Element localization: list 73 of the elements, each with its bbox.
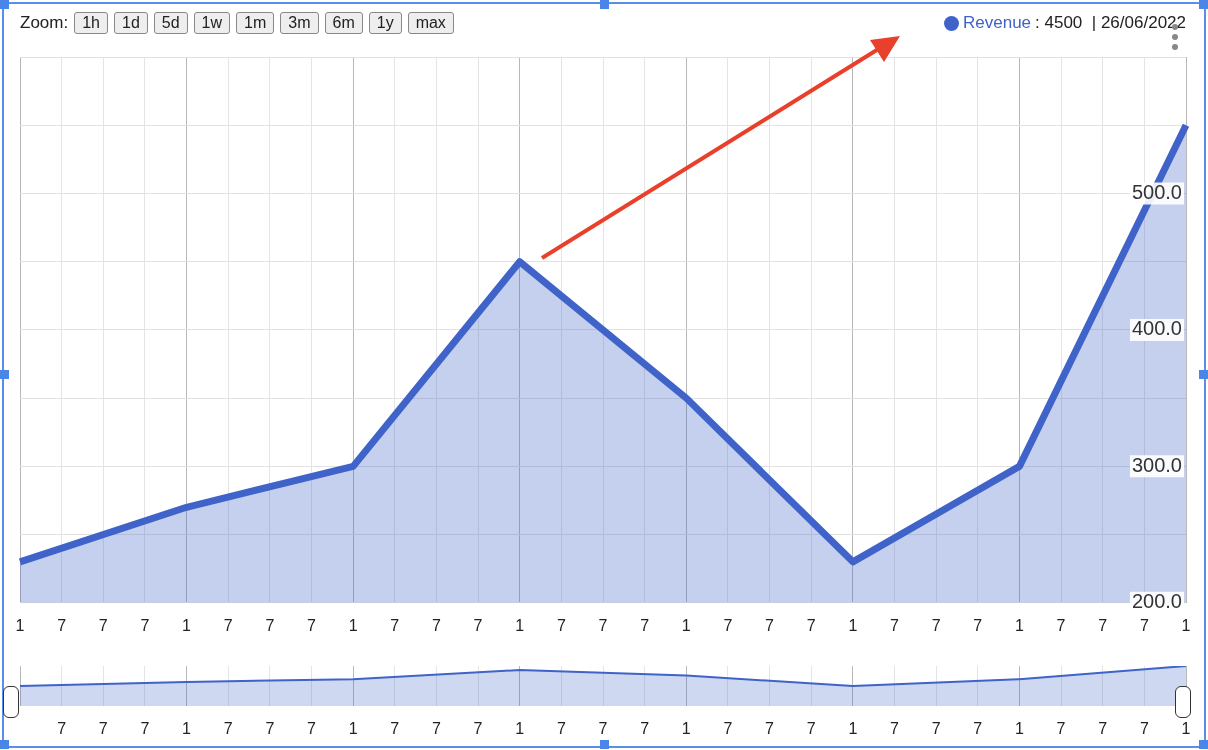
x-tick-label: 7 [307,616,317,634]
text: 1y [368,12,402,34]
x-tick-label: 7 [307,720,317,738]
x-tick-label: 7 [265,616,275,634]
legend-label: Revenue [963,13,1032,33]
x-tick-label: 7 [806,616,816,634]
x-tick-label: 1 [1181,720,1191,738]
text: 1h [74,12,108,34]
x-tick-label: 1 [848,616,858,634]
x-tick-label: 7 [931,720,941,738]
x-tick-label: 7 [890,720,900,738]
x-tick-label: 1 [1181,616,1191,634]
x-tick-label: 7 [598,616,608,634]
x-tick-label: 1 [515,616,525,634]
x-tick-label: 1 [348,720,358,738]
text: max [407,12,454,34]
x-tick-label: 7 [431,616,441,634]
x-tick-label: 7 [265,720,275,738]
x-tick-label: 1 [848,720,858,738]
x-tick-label: 7 [556,616,566,634]
text: Zoom: [20,13,69,33]
x-tick-label: 1 [348,616,358,634]
x-tick-label: 7 [57,616,67,634]
x-tick-label: 1 [1014,616,1024,634]
x-tick-label: 7 [431,720,441,738]
x-tick-label: 7 [931,616,941,634]
x-tick-label: 7 [640,720,650,738]
x-tick-label: 7 [890,616,900,634]
text: 3m [280,12,319,34]
x-tick-label: 7 [1056,616,1066,634]
x-tick-label: 7 [723,720,733,738]
x-tick-label: 1 [1014,720,1024,738]
x-tick-label: 7 [140,616,150,634]
y-tick-label: 300.0 [1131,453,1182,476]
x-tick-label: 1 [15,616,25,634]
text: 1w [193,12,231,34]
y-tick-label: 200.0 [1131,590,1182,613]
x-tick-label: 7 [1139,616,1149,634]
x-tick-label: 7 [973,616,983,634]
text: 1m [236,12,275,34]
x-tick-label: 7 [1139,720,1149,738]
x-tick-label: 7 [98,616,108,634]
text: 5d [153,12,188,34]
x-tick-label: 7 [1098,616,1108,634]
x-tick-label: 1 [182,720,192,738]
x-tick-label: 1 [182,616,192,634]
x-tick-label: 7 [390,616,400,634]
x-tick-label: 7 [806,720,816,738]
x-tick-label: 7 [973,720,983,738]
x-tick-label: 7 [473,720,483,738]
x-tick-label: 7 [98,720,108,738]
x-tick-label: 7 [390,720,400,738]
y-tick-label: 400.0 [1131,317,1182,340]
x-tick-label: 7 [556,720,566,738]
x-tick-label: 7 [765,720,775,738]
x-tick-label: 1 [515,720,525,738]
text: 6m [324,12,363,34]
x-tick-label: 7 [1098,720,1108,738]
x-tick-label: 7 [723,616,733,634]
x-tick-label: 7 [598,720,608,738]
x-tick-label: 7 [765,616,775,634]
y-tick-label: 500.0 [1131,180,1182,203]
x-tick-label: 7 [223,720,233,738]
x-tick-label: 7 [473,616,483,634]
x-tick-label: 7 [57,720,67,738]
x-tick-label: 1 [681,720,691,738]
x-tick-label: 7 [640,616,650,634]
x-tick-label: 7 [223,616,233,634]
text: 1d [113,12,148,34]
x-tick-label: 1 [681,616,691,634]
x-tick-label: 7 [140,720,150,738]
text: : 4500 | 26/06/2022 [1035,13,1186,33]
x-tick-label: 7 [1056,720,1066,738]
